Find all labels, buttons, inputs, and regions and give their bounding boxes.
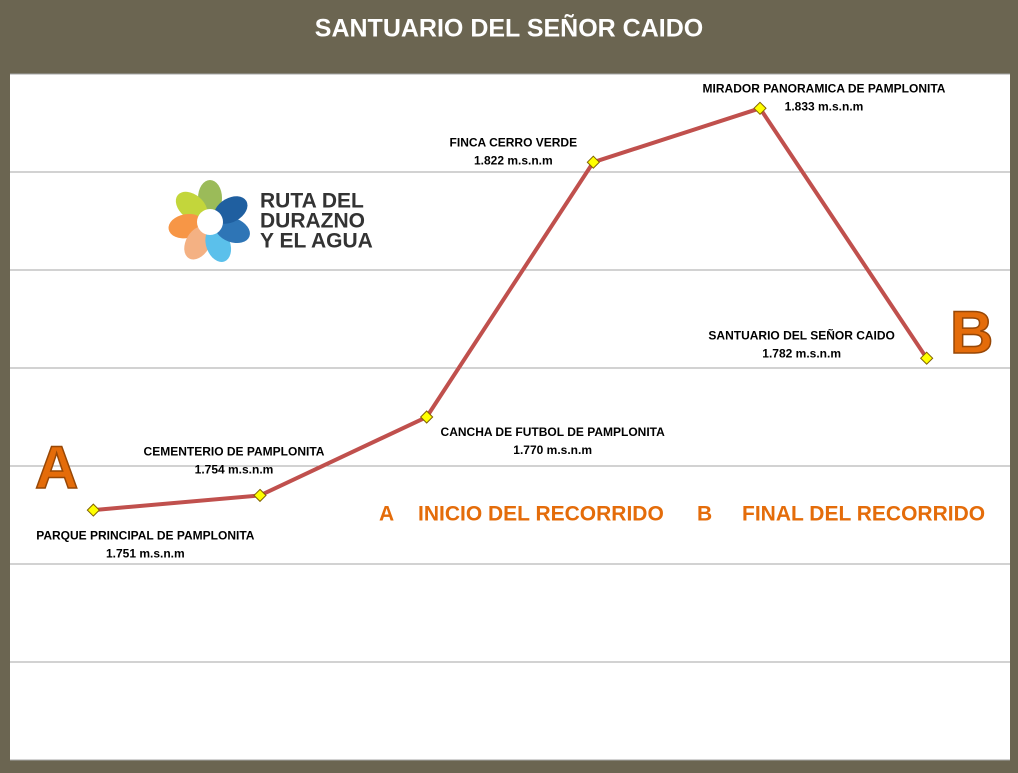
value-label: 1.782 m.s.n.m	[762, 346, 841, 360]
point-name: CANCHA DE FUTBOL DE PAMPLONITA	[441, 425, 666, 439]
logo-text: RUTA DEL	[260, 190, 364, 213]
point-name: MIRADOR PANORAMICA DE PAMPLONITA	[703, 81, 946, 95]
chart-title: SANTUARIO DEL SEÑOR CAIDO	[315, 13, 703, 43]
marker	[753, 101, 767, 116]
point-name: PARQUE PRINCIPAL DE PAMPLONITA	[36, 528, 255, 542]
value-label: 1.770 m.s.n.m	[513, 443, 592, 457]
logo-text: Y EL AGUA	[260, 230, 373, 253]
value-label: 1.751 m.s.n.m	[106, 546, 185, 560]
grid	[10, 73, 1010, 761]
marker	[86, 503, 101, 517]
plot-area	[10, 74, 1010, 760]
value-label: 1.833 m.s.n.m	[785, 99, 864, 113]
value-label: 1.822 m.s.n.m	[474, 153, 553, 167]
marker	[586, 155, 601, 169]
value-label: 1.754 m.s.n.m	[195, 463, 274, 477]
legend-letter: B	[697, 503, 712, 526]
end-letter: B	[950, 299, 993, 366]
point-name: FINCA CERRO VERDE	[450, 135, 578, 149]
legend-text: FINAL DEL RECORRIDO	[742, 503, 985, 526]
line	[93, 105, 929, 513]
legend-text: INICIO DEL RECORRIDO	[418, 503, 664, 526]
logo-text: DURAZNO	[260, 210, 365, 233]
logo: RUTA DEL DURAZNO Y EL AGUA	[168, 180, 373, 262]
marker	[253, 488, 267, 503]
point-name: SANTUARIO DEL SEÑOR CAIDO	[708, 327, 894, 342]
marker	[919, 351, 934, 365]
marker	[419, 410, 434, 424]
start-letter: A	[35, 434, 78, 501]
point-name: CEMENTERIO DE PAMPLONITA	[144, 445, 325, 459]
legend-letter: A	[379, 503, 394, 526]
